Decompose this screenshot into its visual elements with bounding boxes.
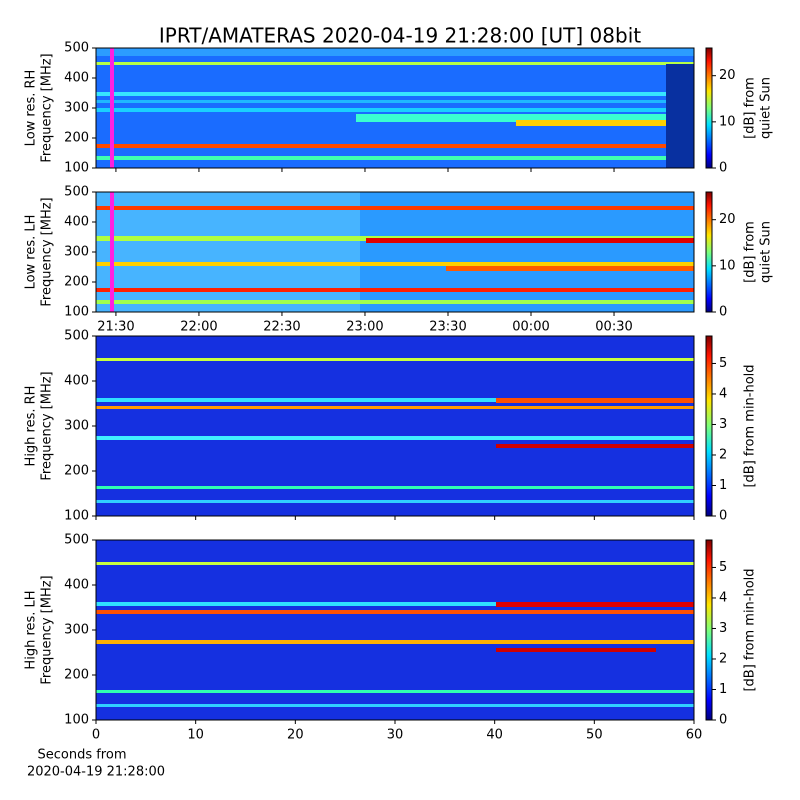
x-tick-label: 00:30 [595,320,632,335]
y-axis-label: High res. RH [24,386,39,467]
colorbar-tick-label: 4 [719,590,727,605]
colorbar-label: quiet Sun [759,77,774,139]
colorbar-tick-label: 2 [719,447,727,462]
figure-title: IPRT/AMATERAS 2020-04-19 21:28:00 [UT] 0… [159,24,641,48]
y-axis-label: Frequency [MHz] [40,197,55,306]
x-tick-label: 23:30 [429,320,466,335]
colorbar-label: [dB] from min-hold [743,364,758,487]
colorbar-tick-label: 3 [719,621,727,636]
colorbar [705,539,713,721]
y-axis-label: Frequency [MHz] [40,53,55,162]
y-tick-label: 200 [64,275,89,290]
colorbar [705,191,713,313]
x-tick-label: 0 [92,728,100,743]
x-tick-label: 10 [187,728,204,743]
spectrogram-image [96,192,694,312]
y-axis-label: Frequency [MHz] [40,371,55,480]
y-axis-label: Low res. LH [24,215,39,290]
colorbar-tick-label: 0 [719,161,727,176]
y-tick-label: 100 [64,713,89,728]
y-tick-label: 300 [64,101,89,116]
colorbar-label: [dB] from min-hold [743,568,758,691]
colorbar [705,335,713,517]
colorbar-label: [dB] from [743,77,758,139]
y-tick-label: 200 [64,464,89,479]
colorbar-tick-label: 20 [719,212,736,227]
x-tick-label: 20 [287,728,304,743]
colorbar-tick-label: 0 [719,713,727,728]
colorbar-tick-label: 5 [719,356,727,371]
y-tick-label: 300 [64,245,89,260]
colorbar-tick-label: 4 [719,386,727,401]
y-tick-label: 500 [64,533,89,548]
x-tick-label: 22:00 [180,320,217,335]
x-tick-label: 30 [387,728,404,743]
colorbar-label: quiet Sun [759,221,774,283]
y-tick-label: 100 [64,305,89,320]
colorbar-tick-label: 1 [719,478,727,493]
y-axis-label: High res. LH [24,590,39,669]
spectrogram-image [96,540,694,720]
y-axis-label: Low res. RH [24,70,39,147]
x-axis-label: 2020-04-19 21:28:00 [27,765,165,780]
y-axis-label: Frequency [MHz] [40,575,55,684]
colorbar [705,47,713,169]
x-axis-label: Seconds from [37,748,126,763]
x-tick-label: 21:30 [97,320,134,335]
y-tick-label: 500 [64,329,89,344]
y-tick-label: 300 [64,419,89,434]
x-tick-label: 00:00 [512,320,549,335]
x-tick-label: 50 [586,728,603,743]
colorbar-tick-label: 0 [719,305,727,320]
colorbar-tick-label: 10 [719,114,736,129]
spectrogram-image [96,336,694,516]
y-tick-label: 300 [64,623,89,638]
y-tick-label: 400 [64,578,89,593]
y-tick-label: 200 [64,131,89,146]
x-tick-label: 60 [686,728,703,743]
y-tick-label: 500 [64,41,89,56]
spectrogram-image [96,48,694,168]
colorbar-tick-label: 0 [719,509,727,524]
x-tick-label: 23:00 [346,320,383,335]
x-tick-label: 40 [486,728,503,743]
colorbar-tick-label: 1 [719,682,727,697]
y-tick-label: 400 [64,71,89,86]
x-tick-label: 22:30 [263,320,300,335]
colorbar-tick-label: 2 [719,651,727,666]
colorbar-tick-label: 3 [719,417,727,432]
y-tick-label: 200 [64,668,89,683]
y-tick-label: 500 [64,185,89,200]
y-tick-label: 100 [64,161,89,176]
y-tick-label: 100 [64,509,89,524]
colorbar-label: [dB] from [743,221,758,283]
colorbar-tick-label: 20 [719,68,736,83]
y-tick-label: 400 [64,215,89,230]
y-tick-label: 400 [64,374,89,389]
colorbar-tick-label: 5 [719,560,727,575]
colorbar-tick-label: 10 [719,258,736,273]
